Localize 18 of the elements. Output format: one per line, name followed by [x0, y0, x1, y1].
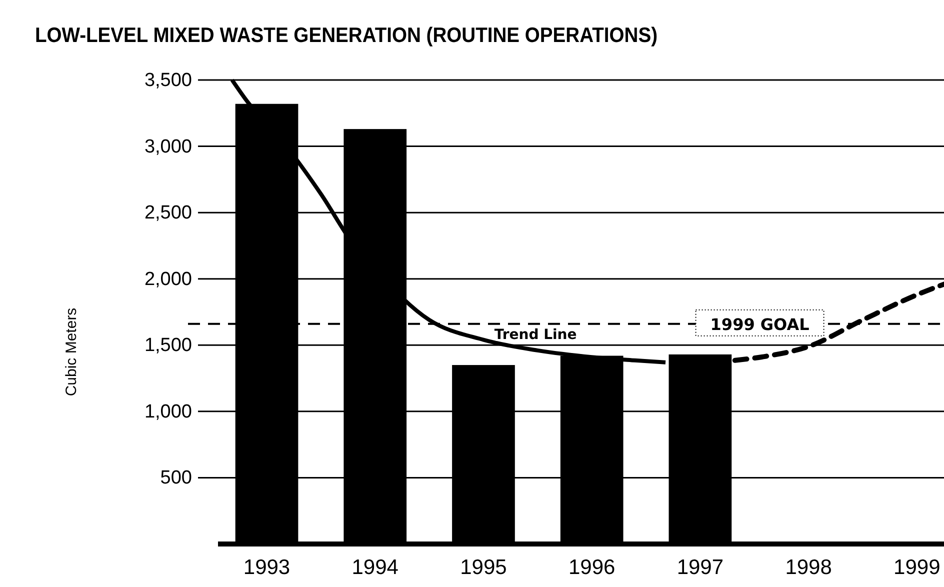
y-tick-label: 3,500 [144, 70, 192, 91]
x-tick-label: 1995 [460, 556, 507, 579]
y-tick-label: 1,000 [144, 401, 192, 422]
y-axis-title: Cubic Meters [63, 308, 80, 396]
y-tick-label: 1,500 [144, 335, 192, 356]
ref-line-label: 1999 GOAL [710, 314, 810, 334]
chart-title: LOW-LEVEL MIXED WASTE GENERATION (ROUTINE OPERATIONS) [34, 24, 658, 48]
x-tick-label: 1993 [243, 556, 290, 579]
y-tick-label: 2,500 [144, 202, 192, 224]
x-tick-label: 1994 [352, 556, 399, 579]
y-tick-label: 500 [160, 468, 192, 489]
y-tick-label: 3,000 [144, 136, 192, 158]
series-label: Trend Line [494, 327, 577, 344]
y-tick-label: 2,000 [144, 268, 192, 290]
x-tick-label: 1996 [568, 556, 616, 579]
x-tick-label: 1999 [894, 556, 940, 579]
x-tick-label: 1998 [785, 556, 832, 579]
x-tick-label: 1997 [676, 556, 724, 579]
